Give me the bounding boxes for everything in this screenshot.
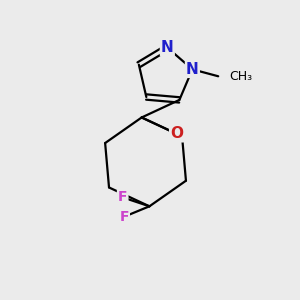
Text: O: O (170, 126, 183, 141)
Text: F: F (119, 210, 129, 224)
Text: N: N (161, 40, 174, 55)
Text: CH₃: CH₃ (230, 70, 253, 83)
Text: N: N (186, 62, 199, 77)
Text: F: F (118, 190, 128, 204)
